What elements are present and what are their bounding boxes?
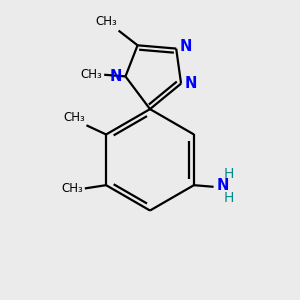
Text: CH₃: CH₃ (81, 68, 103, 81)
Text: CH₃: CH₃ (63, 111, 85, 124)
Text: N: N (109, 69, 122, 84)
Text: CH₃: CH₃ (95, 15, 117, 28)
Text: CH₃: CH₃ (62, 182, 83, 195)
Text: H: H (224, 167, 234, 181)
Text: N: N (216, 178, 229, 193)
Text: H: H (224, 191, 234, 206)
Text: N: N (184, 76, 197, 91)
Text: N: N (179, 39, 192, 54)
